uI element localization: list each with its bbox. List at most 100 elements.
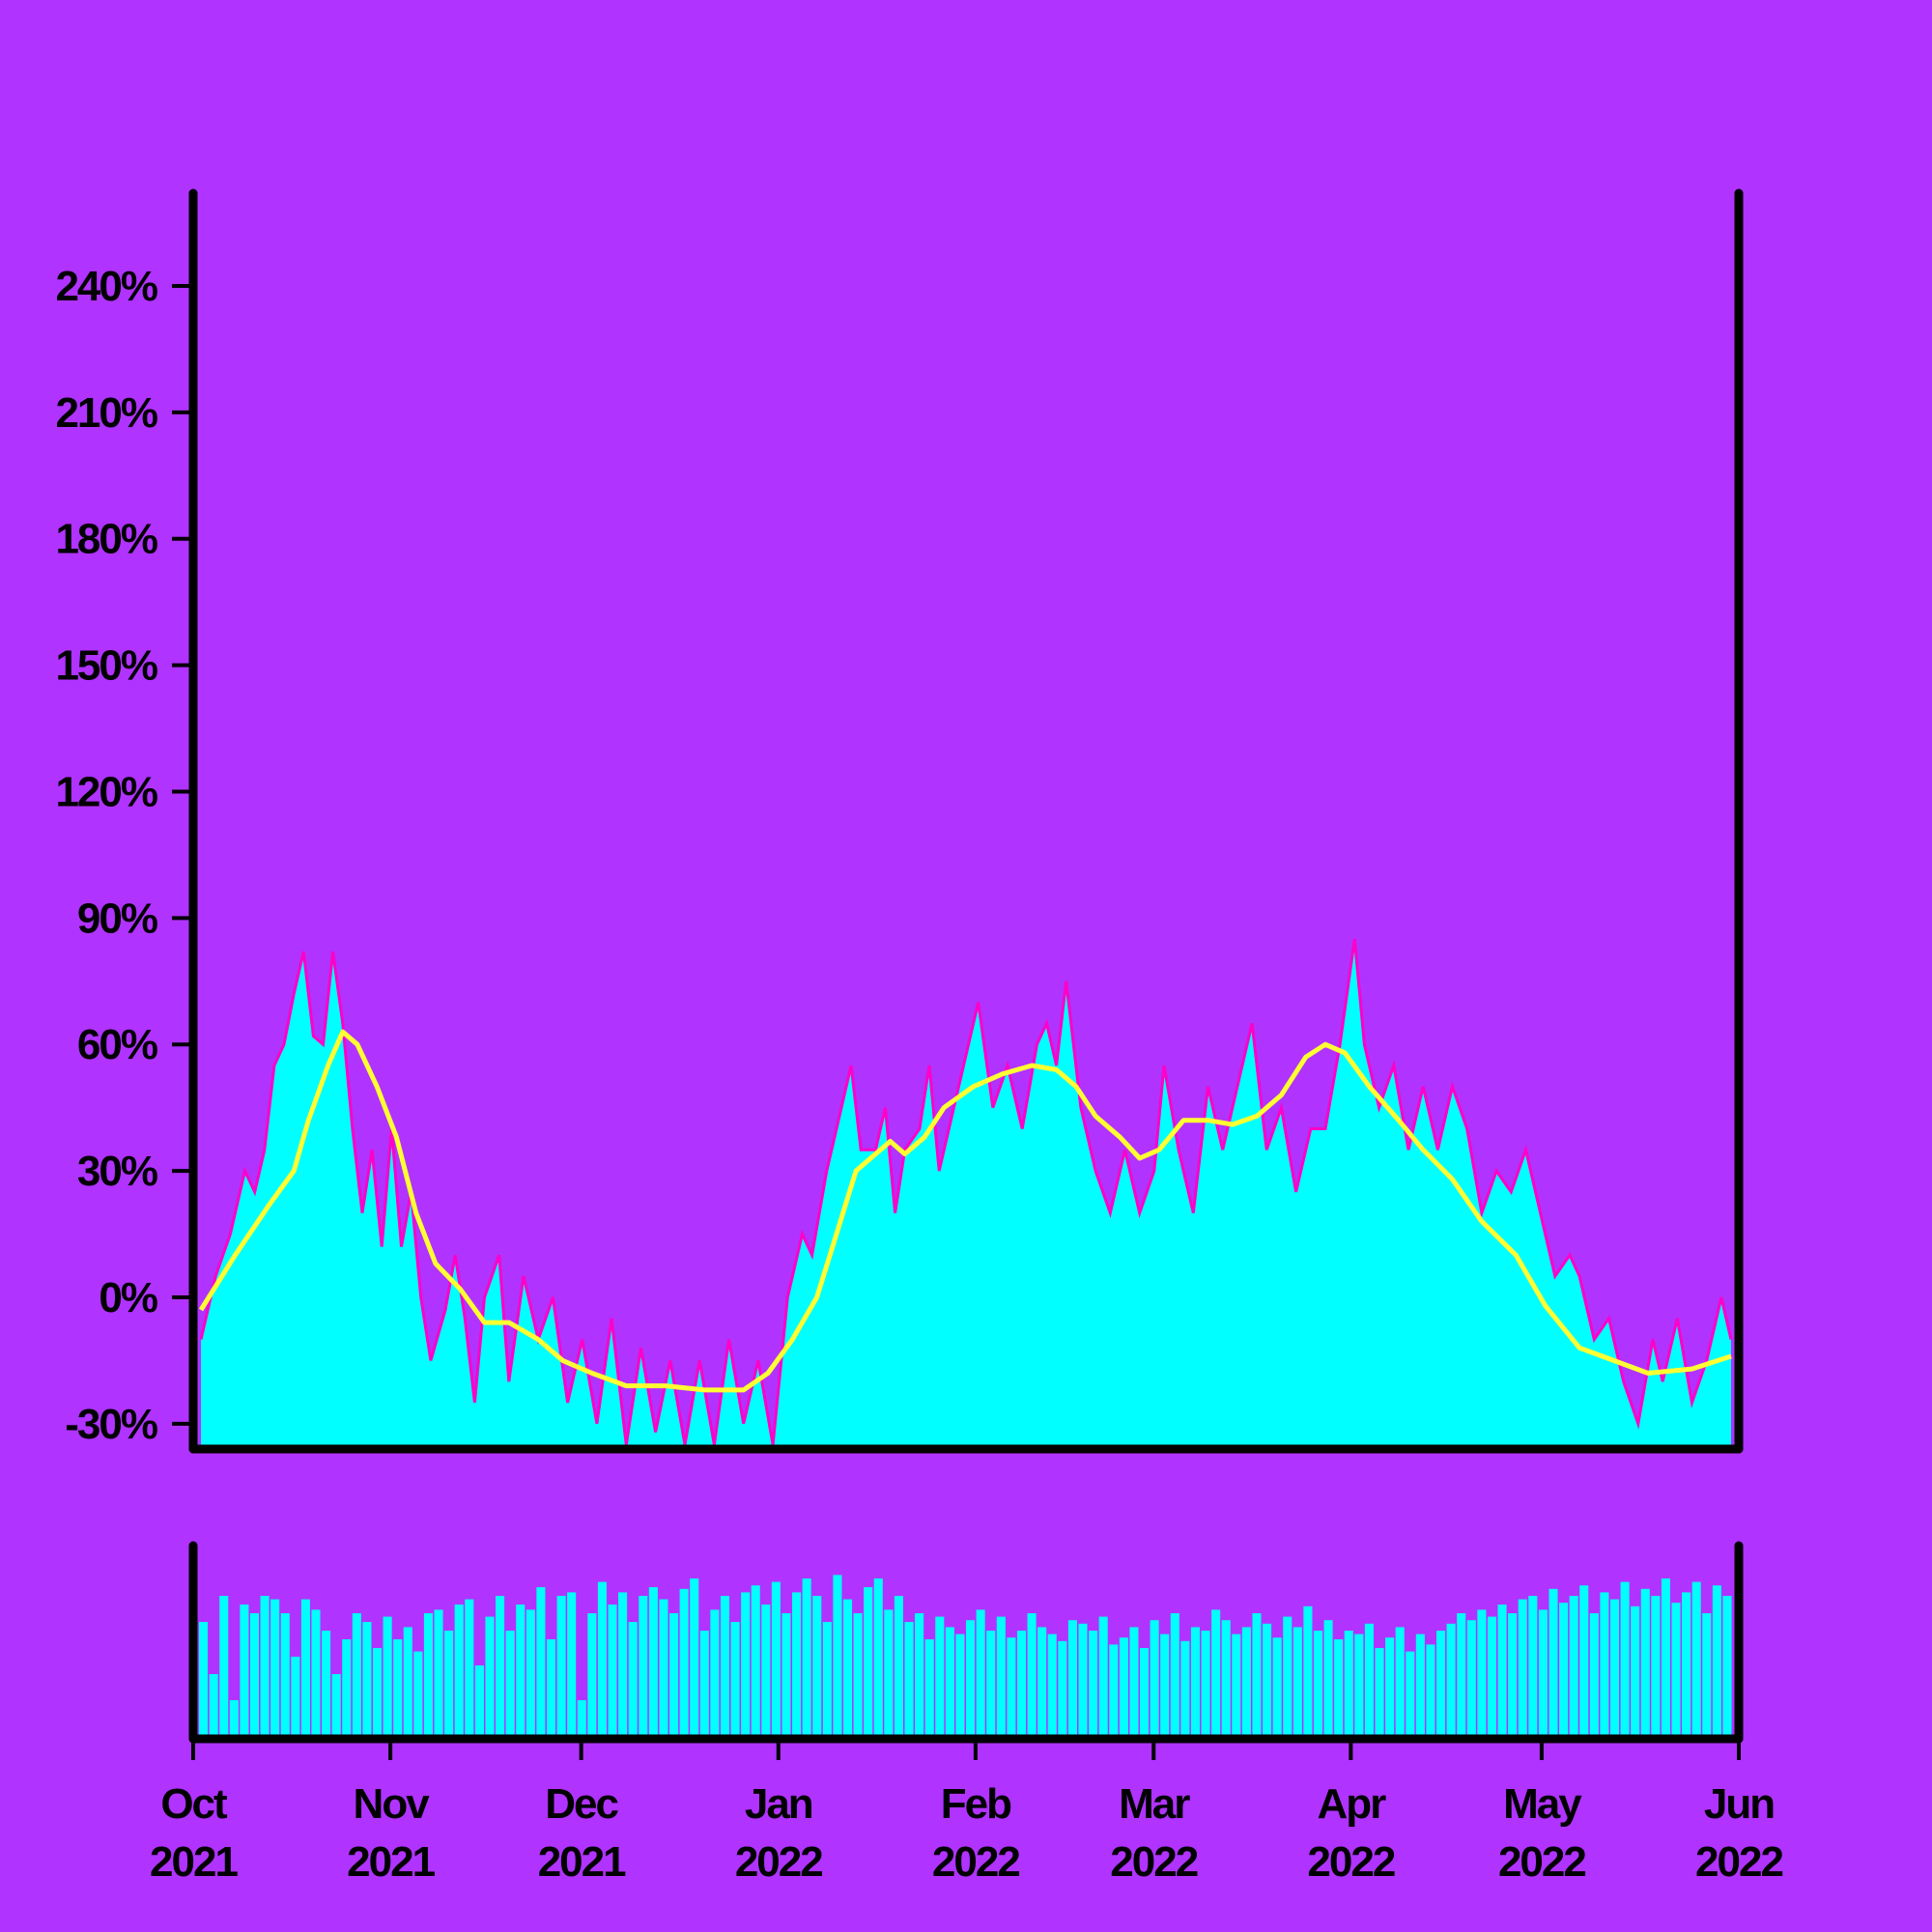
volume-bar	[1538, 1609, 1548, 1735]
volume-bar	[668, 1613, 679, 1735]
volume-bar	[842, 1599, 853, 1735]
volume-bar	[853, 1613, 863, 1735]
volume-bar	[884, 1609, 894, 1735]
volume-bar	[1682, 1592, 1691, 1735]
x-tick-year-label: 2022	[932, 1838, 1019, 1886]
volume-bar	[1487, 1616, 1497, 1735]
volume-bar	[741, 1592, 751, 1735]
y-tick-label: 240%	[55, 263, 156, 310]
volume-bar	[690, 1578, 699, 1735]
volume-bar	[1722, 1596, 1732, 1735]
volume-bar	[873, 1578, 883, 1735]
volume-bar	[1559, 1603, 1569, 1735]
volume-bar	[1651, 1596, 1661, 1735]
volume-bar	[1160, 1634, 1170, 1735]
volume-bar	[1078, 1623, 1088, 1735]
volume-bar	[1252, 1613, 1262, 1735]
x-tick-month-label: Dec	[545, 1780, 618, 1828]
volume-bar	[1415, 1634, 1425, 1735]
volume-bar	[1037, 1627, 1047, 1735]
volume-bar	[322, 1631, 331, 1735]
volume-bar	[1446, 1623, 1456, 1735]
volume-bar	[699, 1631, 709, 1735]
volume-bar	[976, 1609, 985, 1735]
volume-bar	[496, 1596, 505, 1735]
volume-bar	[219, 1596, 229, 1735]
volume-bars	[199, 1575, 1732, 1735]
volume-bar	[781, 1613, 791, 1735]
volume-bar	[833, 1575, 842, 1735]
volume-bar	[761, 1605, 771, 1735]
volume-bar	[577, 1700, 586, 1735]
volume-bar	[935, 1616, 945, 1735]
volume-bar	[751, 1585, 760, 1735]
volume-bar	[240, 1605, 249, 1735]
volume-bar	[659, 1599, 668, 1735]
volume-bar	[1211, 1609, 1221, 1735]
volume-bar	[1364, 1623, 1374, 1735]
volume-plot	[188, 1541, 1744, 1744]
x-tick-year-label: 2021	[150, 1838, 238, 1886]
volume-bar	[966, 1620, 976, 1735]
volume-bar	[229, 1700, 239, 1735]
volume-bar	[199, 1622, 209, 1735]
x-tick-month-label: Jun	[1704, 1780, 1774, 1828]
volume-bar	[1232, 1634, 1241, 1735]
volume-bar	[1058, 1640, 1067, 1735]
volume-bar	[639, 1596, 648, 1735]
volume-bar	[444, 1631, 454, 1735]
volume-bar	[945, 1627, 954, 1735]
volume-bar	[1190, 1627, 1200, 1735]
volume-bar	[1631, 1605, 1640, 1735]
volume-bar	[291, 1657, 300, 1735]
x-tick-month-label: Nov	[354, 1780, 431, 1828]
volume-bar	[1375, 1648, 1384, 1735]
volume-bar	[1712, 1585, 1721, 1735]
volume-bar	[648, 1587, 658, 1735]
volume-bar	[423, 1613, 433, 1735]
volume-bar	[1609, 1599, 1620, 1735]
volume-bar	[465, 1599, 474, 1735]
volume-bar	[1385, 1637, 1395, 1735]
volume-bar	[618, 1592, 628, 1735]
volume-bar	[300, 1599, 310, 1735]
x-tick-year-label: 2021	[538, 1838, 626, 1886]
volume-bar	[1109, 1644, 1119, 1735]
volume-bar	[352, 1613, 361, 1735]
volume-bar	[802, 1578, 811, 1735]
y-tick-label: 150%	[55, 642, 156, 690]
volume-bar	[915, 1613, 924, 1735]
y-tick-label: 0%	[99, 1274, 156, 1321]
x-tick-year-label: 2022	[1307, 1838, 1394, 1886]
volume-bar	[628, 1622, 638, 1735]
volume-bar	[1119, 1637, 1128, 1735]
moving-average-line	[198, 1029, 1732, 1393]
y-axis-ticks: -30% 0% 30% 60% 90% 120% 150% 180% 210% 240%	[55, 263, 193, 1448]
volume-bar	[249, 1613, 260, 1735]
volume-bar	[1466, 1620, 1476, 1735]
y-tick-label: 120%	[55, 768, 156, 815]
volume-bar	[1129, 1627, 1139, 1735]
volume-bar	[792, 1592, 802, 1735]
volume-bar	[342, 1639, 352, 1735]
volume-bar	[331, 1674, 341, 1735]
volume-bar	[904, 1622, 914, 1735]
volume-bar	[1098, 1616, 1108, 1735]
volume-bar	[720, 1596, 730, 1735]
volume-bar	[864, 1587, 873, 1735]
volume-bar	[311, 1609, 321, 1735]
volume-plot-frame	[188, 1541, 1744, 1744]
x-tick-year-label: 2022	[1110, 1838, 1197, 1886]
volume-bar	[270, 1599, 280, 1735]
volume-bar	[1007, 1637, 1016, 1735]
volume-bar	[413, 1651, 423, 1735]
volume-bar	[372, 1648, 383, 1735]
volume-bar	[730, 1622, 740, 1735]
volume-bar	[556, 1596, 566, 1735]
volume-bar	[505, 1631, 515, 1735]
volume-bar	[546, 1639, 556, 1735]
volume-bar	[1303, 1605, 1313, 1735]
volume-bar	[1406, 1651, 1415, 1735]
volume-bar	[679, 1588, 689, 1735]
